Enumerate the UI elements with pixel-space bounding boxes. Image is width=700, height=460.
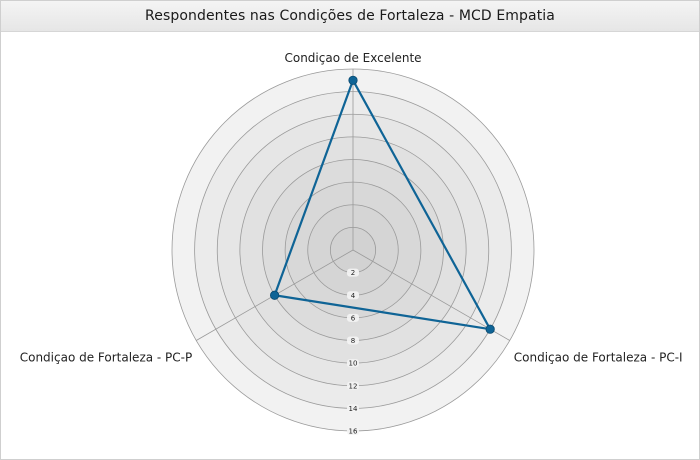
tick-label: 8 [351, 337, 355, 345]
radial-ticks: 2 4 6 8 10 12 14 16 [347, 268, 359, 436]
grid-spoke [352, 249, 510, 341]
data-point[interactable] [348, 75, 358, 85]
chart-title-bar: Respondentes nas Condições de Fortaleza … [1, 1, 699, 32]
tick-label-bg [347, 291, 359, 300]
axis-labels: Condiçao de Excelente Condiçao de Fortale… [20, 51, 683, 365]
axis-category-label: Condiçao de Excelente [284, 51, 421, 65]
tick-label: 2 [351, 269, 355, 277]
chart-title: Respondentes nas Condições de Fortaleza … [145, 8, 555, 24]
tick-label-bg [347, 427, 359, 435]
tick-label: 12 [349, 382, 358, 390]
tick-label-bg [347, 313, 359, 322]
tick-label-bg [347, 359, 359, 368]
tick-label-bg [347, 336, 359, 345]
tick-label-bg [347, 268, 359, 277]
data-series [270, 75, 495, 334]
tick-label: 10 [349, 360, 358, 368]
tick-label: 14 [349, 405, 358, 413]
data-point[interactable] [270, 290, 280, 300]
series-line [273, 79, 492, 331]
axis-category-label: Condiçao de Fortaleza - PC-P [20, 351, 193, 365]
tick-label: 6 [351, 314, 356, 322]
tick-label-bg [347, 381, 359, 390]
data-point[interactable] [485, 324, 495, 334]
tick-label: 4 [351, 292, 356, 300]
tick-label: 16 [349, 428, 358, 436]
tick-label-bg [347, 404, 359, 413]
axis-category-label: Condiçao de Fortaleza - PC-I [514, 351, 683, 365]
